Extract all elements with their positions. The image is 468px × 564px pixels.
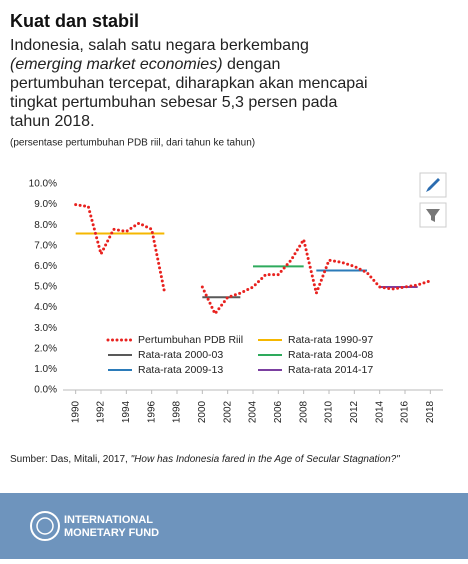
y-tick-label: 1.0% — [34, 364, 57, 375]
subtitle: pertumbuhan tercepat, diharapkan akan me… — [10, 75, 368, 92]
y-tick-label: 10.0% — [29, 179, 57, 190]
footer-band — [0, 493, 468, 559]
imf-logo — [30, 511, 60, 541]
legend-label: Pertumbuhan PDB Riil — [138, 334, 243, 346]
subtitle: (emerging market economies) — [10, 56, 223, 73]
source: Sumber: Das, Mitali, 2017, "How has Indo… — [10, 454, 400, 465]
y-tick-label: 3.0% — [34, 323, 57, 334]
x-tick-label: 1990 — [70, 400, 81, 423]
x-tick-label: 2002 — [222, 400, 233, 423]
x-tick-label: 2016 — [400, 400, 411, 423]
y-tick-label: 2.0% — [34, 343, 57, 354]
x-tick-label: 2010 — [324, 400, 335, 423]
growth-line — [200, 235, 432, 317]
edit-button[interactable] — [419, 172, 447, 198]
x-tick-label: 2008 — [298, 400, 309, 423]
y-tick-label: 4.0% — [34, 302, 57, 313]
x-tick-label: 1994 — [121, 400, 132, 423]
x-tick-label: 2000 — [197, 400, 208, 423]
x-tick-label: 2004 — [248, 400, 259, 423]
x-tick-label: 2006 — [273, 400, 284, 423]
footer-org: MONETARY FUND — [64, 527, 159, 539]
growth-line — [74, 203, 166, 293]
subtitle: Indonesia, salah satu negara berkembang — [10, 37, 309, 54]
legend-label: Rata-rata 2004-08 — [288, 349, 373, 361]
toolbar[interactable] — [419, 172, 447, 228]
legend-label: Rata-rata 1990-97 — [288, 334, 373, 346]
legend-label: Rata-rata 2014-17 — [288, 364, 373, 376]
legend-label: Rata-rata 2009-13 — [138, 364, 223, 376]
x-tick-label: 1996 — [146, 400, 157, 423]
y-tick-label: 0.0% — [34, 385, 57, 396]
subtitle: (emerging market economies) dengan — [10, 56, 280, 73]
x-tick-label: 1998 — [172, 400, 183, 423]
filter-icon — [426, 209, 440, 222]
y-tick-label: 9.0% — [34, 199, 57, 210]
y-tick-label: 6.0% — [34, 261, 57, 272]
x-tick-label: 2012 — [349, 400, 360, 423]
subtitle: tahun 2018. — [10, 113, 95, 130]
chart-title: Kuat dan stabil — [10, 11, 139, 31]
brush-icon — [426, 178, 440, 192]
note: (persentase pertumbuhan PDB riil, dari t… — [10, 138, 255, 149]
source: Sumber: Das, Mitali, 2017, — [10, 454, 128, 465]
subtitle: dengan — [227, 56, 280, 73]
y-tick-label: 7.0% — [34, 240, 57, 251]
y-tick-label: 8.0% — [34, 220, 57, 231]
x-tick-label: 1992 — [96, 400, 107, 423]
source-title: "How has Indonesia fared in the Age of S… — [131, 454, 401, 465]
y-tick-label: 5.0% — [34, 282, 57, 293]
subtitle: tingkat pertumbuhan sebesar 5,3 persen p… — [10, 94, 337, 111]
x-tick-label: 2014 — [374, 400, 385, 423]
imf-logo — [36, 517, 54, 535]
legend-label: Rata-rata 2000-03 — [138, 349, 223, 361]
footer-org: INTERNATIONAL — [64, 514, 153, 526]
x-tick-label: 2018 — [425, 400, 436, 423]
